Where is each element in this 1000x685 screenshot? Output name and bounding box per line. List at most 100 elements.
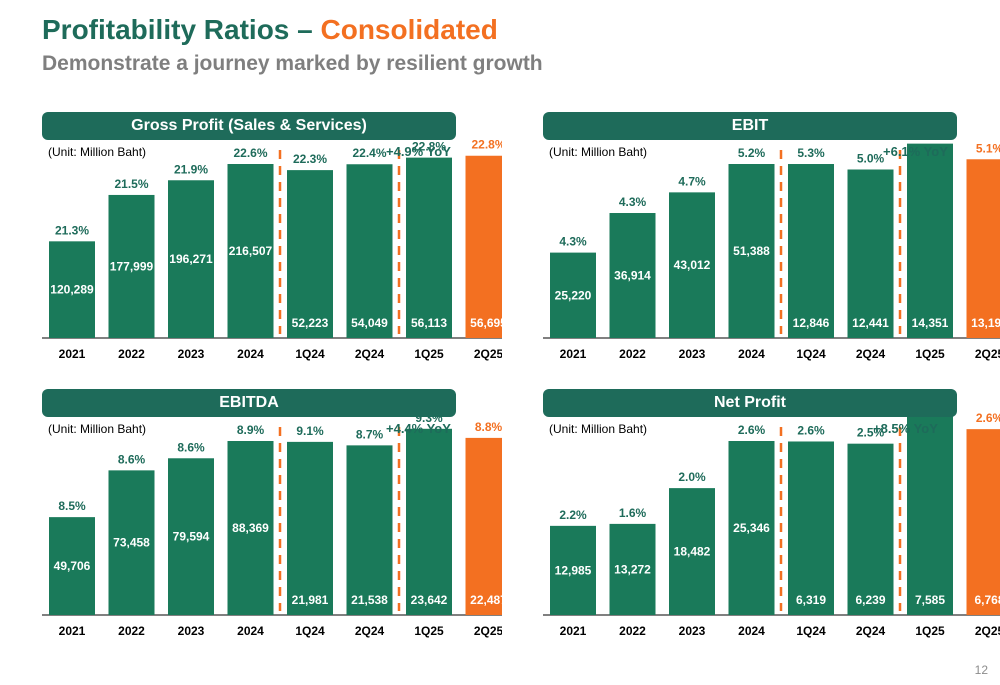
- ebit-yoy: +6.1% YoY: [883, 144, 948, 159]
- ebit-ratio-label: 5.2%: [738, 146, 766, 160]
- net-profit-category-label: 2022: [619, 624, 646, 638]
- ebitda-header: EBITDA: [42, 389, 456, 417]
- gross-profit-bar-2q24: [346, 164, 393, 338]
- gross-profit-category-label: 1Q25: [414, 347, 444, 361]
- ebit-bar-1q24: [788, 164, 834, 338]
- gross-profit-value-label: 177,999: [110, 259, 154, 273]
- gross-profit-value-label: 52,223: [292, 316, 329, 330]
- net-profit-bar-2021: [550, 525, 596, 615]
- ebitda-panel: 49,706 8.5% 2021 73,458 8.6% 2022 79,594 8.6% 20…: [42, 389, 502, 664]
- net-profit-ratio-label: 2.6%: [797, 423, 825, 437]
- net-profit-bar-2q24: [847, 443, 894, 615]
- ebitda-category-label: 2022: [118, 624, 145, 638]
- ebitda-ratio-label: 8.8%: [475, 420, 502, 434]
- ebitda-value-label: 21,981: [292, 593, 329, 607]
- ebit-category-label: 2024: [738, 347, 765, 361]
- net-profit-category-label: 2024: [738, 624, 765, 638]
- gross-profit-bar-1q25: [406, 157, 452, 338]
- net-profit-value-label: 7,585: [915, 593, 945, 607]
- net-profit-value-label: 13,272: [614, 562, 651, 576]
- net-profit-ratio-label: 2.5%: [857, 426, 885, 440]
- ebit-header: EBIT: [543, 112, 957, 140]
- ebit-value-label: 12,441: [852, 316, 889, 330]
- ebitda-bar-1q24: [287, 441, 333, 615]
- gross-profit-panel: 120,289 21.3% 2021 177,999 21.5% 2022 196,271 2…: [42, 112, 502, 387]
- ebit-value-label: 25,220: [555, 288, 592, 302]
- net-profit-category-label: 1Q25: [915, 624, 945, 638]
- slide-title: Profitability Ratios – Consolidated: [42, 14, 498, 46]
- ebit-category-label: 1Q25: [915, 347, 945, 361]
- ebitda-chart: 49,706 8.5% 2021 73,458 8.6% 2022 79,594 8.6% 20…: [42, 411, 502, 638]
- ebitda-yoy: +4.4% YoY: [386, 421, 451, 436]
- gross-profit-category-label: 2Q25: [474, 347, 502, 361]
- gross-profit-ratio-label: 21.5%: [114, 177, 148, 191]
- gross-profit-bar-2024: [227, 164, 274, 338]
- gross-profit-ratio-label: 22.6%: [233, 146, 267, 160]
- net-profit-yoy: +8.5% YoY: [873, 421, 938, 436]
- net-profit-ratio-label: 2.0%: [678, 470, 706, 484]
- gross-profit-category-label: 2023: [178, 347, 205, 361]
- ebitda-ratio-label: 9.1%: [296, 424, 324, 438]
- gross-profit-value-label: 54,049: [351, 316, 388, 330]
- ebitda-bar-2024: [227, 441, 274, 615]
- net-profit-value-label: 25,346: [733, 521, 770, 535]
- net-profit-ratio-label: 2.6%: [976, 411, 1000, 425]
- gross-profit-bar-1q24: [287, 170, 333, 338]
- gross-profit-ratio-label: 21.9%: [174, 162, 208, 176]
- ebit-unit: (Unit: Million Baht): [549, 145, 648, 159]
- net-profit-bar-2023: [669, 488, 715, 615]
- ebit-bar-2024: [728, 164, 775, 338]
- ebit-category-label: 2023: [679, 347, 706, 361]
- ebit-ratio-label: 5.1%: [976, 141, 1000, 155]
- ebit-value-label: 36,914: [614, 269, 651, 283]
- net-profit-category-label: 2023: [679, 624, 706, 638]
- ebitda-ratio-label: 8.6%: [177, 440, 205, 454]
- net-profit-category-label: 1Q24: [796, 624, 826, 638]
- ebitda-bar-2q24: [346, 445, 393, 615]
- ebitda-ratio-label: 8.9%: [237, 423, 265, 437]
- ebitda-value-label: 88,369: [232, 521, 269, 535]
- ebit-bar-2021: [550, 252, 596, 338]
- net-profit-ratio-label: 2.6%: [738, 423, 766, 437]
- net-profit-ratio-label: 1.6%: [619, 506, 647, 520]
- net-profit-bar-2022: [609, 523, 656, 615]
- gross-profit-value-label: 196,271: [169, 252, 213, 266]
- gross-profit-value-label: 120,289: [50, 283, 94, 297]
- gross-profit-ratio-label: 22.4%: [352, 146, 386, 160]
- gross-profit-category-label: 2022: [118, 347, 145, 361]
- ebit-bar-2022: [609, 213, 656, 338]
- ebit-value-label: 14,351: [912, 316, 949, 330]
- net-profit-panel: 12,985 2.2% 2021 13,272 1.6% 2022 18,482 2.0% 20…: [543, 389, 1000, 664]
- ebit-value-label: 12,846: [793, 316, 830, 330]
- ebitda-bar-2022: [108, 470, 155, 615]
- net-profit-bar-1q25: [907, 406, 953, 615]
- ebitda-unit: (Unit: Million Baht): [48, 422, 147, 436]
- slide-subtitle: Demonstrate a journey marked by resilien…: [42, 52, 543, 75]
- ebit-category-label: 2Q25: [975, 347, 1000, 361]
- gross-profit-value-label: 56,113: [411, 316, 447, 330]
- ebit-bar-2023: [669, 192, 715, 338]
- ebit-category-label: 2021: [560, 347, 587, 361]
- gross-profit-ratio-label: 22.8%: [471, 138, 502, 152]
- ebit-ratio-label: 4.3%: [619, 195, 647, 209]
- ebitda-category-label: 1Q25: [414, 624, 444, 638]
- ebit-value-label: 51,388: [733, 244, 770, 258]
- gross-profit-category-label: 2024: [237, 347, 264, 361]
- ebitda-ratio-label: 8.5%: [58, 499, 86, 513]
- net-profit-category-label: 2Q24: [856, 624, 886, 638]
- ebit-ratio-label: 4.7%: [678, 174, 706, 188]
- gross-profit-bar-2022: [108, 194, 155, 338]
- ebitda-value-label: 79,594: [173, 530, 210, 544]
- ebitda-bar-2021: [49, 517, 95, 615]
- ebitda-bar-2q25: [465, 437, 502, 615]
- net-profit-value-label: 12,985: [555, 563, 592, 577]
- slide-title-accent: Consolidated: [320, 14, 498, 45]
- ebit-ratio-label: 5.0%: [857, 151, 885, 165]
- ebitda-category-label: 2Q24: [355, 624, 385, 638]
- net-profit-bar-1q24: [788, 441, 834, 615]
- ebit-value-label: 43,012: [674, 258, 711, 272]
- gross-profit-ratio-label: 21.3%: [55, 223, 89, 237]
- net-profit-bar-2024: [728, 441, 775, 615]
- gross-profit-value-label: 216,507: [229, 244, 273, 258]
- ebitda-bar-2023: [168, 458, 214, 615]
